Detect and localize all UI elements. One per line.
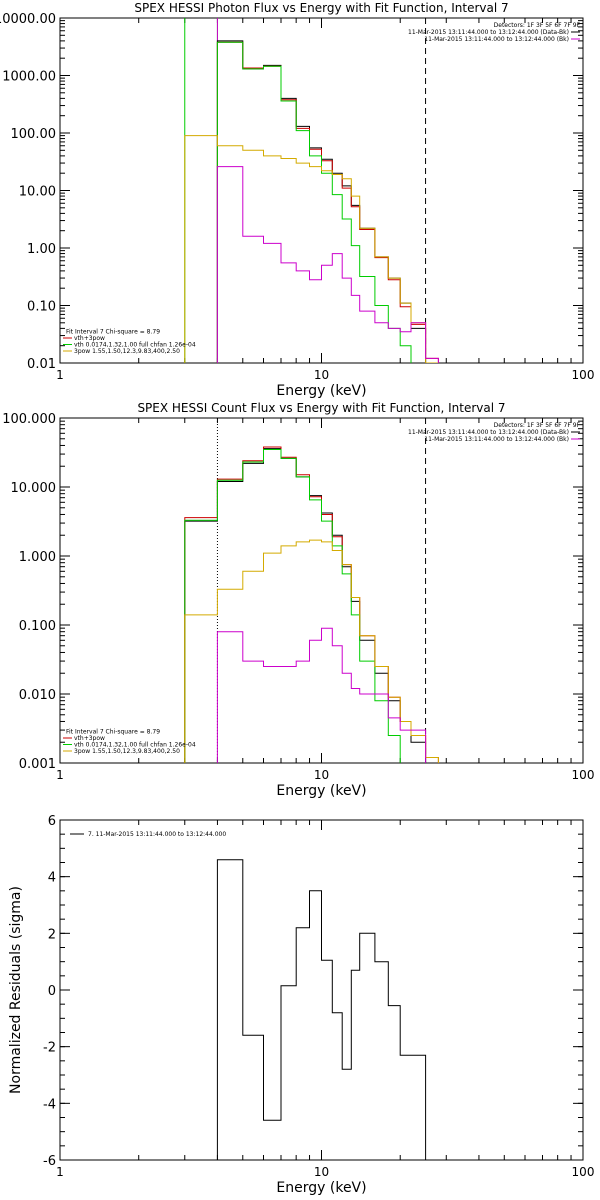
chart-title: SPEX HESSI Photon Flux vs Energy with Fi… [134,1,508,15]
y-tick-label: 0.10 [27,300,56,315]
y-tick-label: 0.010 [19,688,56,703]
x-tick-label: 10 [314,768,329,782]
series-residual-line [216,859,427,1160]
y-tick-label: 10.00 [19,185,56,200]
plot-frame [59,17,584,364]
series-data-bk-line [216,40,427,363]
y-tick-label: -6 [43,1154,56,1169]
y-tick-label: 10000.00 [0,12,56,27]
x-tick-label: 1 [56,368,64,382]
y-axis-label: Normalized Residuals (sigma) [8,886,24,1094]
series-vth-line [184,449,401,763]
x-tick-label: 1 [56,1165,64,1179]
legend-entry: Detectors: 1F 3F 5F 6F 7F 9F [494,22,581,29]
legend-entry: 3pow 1.55,1.50,12.3,9.83,400,2.50 [74,348,180,355]
x-tick-label: 10 [314,1165,329,1179]
legend-entry: 11-Mar-2015 13:11:44.000 to 13:12:44.000… [408,429,569,436]
x-tick-label: 10 [314,368,329,382]
y-tick-label: 100.000 [2,412,56,427]
series-3pow-line [184,135,439,363]
legend-entry: 11-Mar-2015 13:11:44.000 to 13:12:44.000… [424,436,569,443]
series-bk-line [216,166,439,363]
chart-panel-1: SPEX HESSI Photon Flux vs Energy with Fi… [0,1,594,399]
legend-entry: 11-Mar-2015 13:11:44.000 to 13:12:44.000… [408,29,569,36]
y-tick-label: -4 [43,1097,56,1112]
y-tick-label: 1000.00 [2,70,56,85]
data-series-group [216,859,427,1160]
legend-entry: Fit Interval 7 Chi-square = 8.79 [66,729,160,736]
y-tick-label: 0 [48,984,56,999]
x-tick-label: 100 [572,768,595,782]
series-3pow-line [184,539,439,763]
y-tick-label: 6 [48,814,56,829]
y-tick-label: 0.001 [19,757,56,772]
y-tick-label: 10.000 [11,481,57,496]
series-vth-3pow-line [216,41,439,363]
legend-entry: 7. 11-Mar-2015 13:11:44.000 to 13:12:44.… [88,831,226,838]
legend-entry: vth+3pow [74,335,105,342]
legend-entry: vth 0.0174,1.32,1.00 full chfan 1.26e-04 [74,742,196,749]
chart-panel-2: SPEX HESSI Count Flux vs Energy with Fit… [2,401,594,799]
x-tick-label: 100 [572,368,595,382]
plot-frame [59,819,584,1161]
data-series-group [184,446,439,763]
series-vth-line [216,41,412,363]
x-axis-label: Energy (keV) [276,383,366,399]
y-tick-label: 4 [48,871,56,886]
series-bk-line [216,627,427,763]
y-tick-label: 100.00 [11,127,57,142]
y-tick-label: 1.000 [19,550,56,565]
legend-entry: 3pow 1.55,1.50,12.3,9.83,400,2.50 [74,748,180,755]
plot-frame [59,417,584,764]
y-tick-label: 0.01 [27,357,56,372]
legend-entry: 11-Mar-2015 13:11:44.000 to 13:12:44.000… [424,36,569,43]
legend-entry: Fit Interval 7 Chi-square = 8.79 [66,329,160,336]
legend-entry: vth 0.0174,1.32,1.00 full chfan 1.26e-04 [74,342,196,349]
x-axis-label: Energy (keV) [276,783,366,799]
chart-title: SPEX HESSI Count Flux vs Energy with Fit… [137,401,505,415]
y-tick-label: 0.100 [19,619,56,634]
x-tick-label: 1 [56,768,64,782]
legend-entry: Detectors: 1F 3F 5F 6F 7F 9F [494,422,581,429]
y-tick-label: 1.00 [27,242,56,257]
y-tick-label: 2 [48,927,56,942]
data-series-group [184,40,439,363]
x-tick-label: 100 [572,1165,595,1179]
y-tick-label: -2 [43,1041,56,1056]
x-axis-label: Energy (keV) [276,1180,366,1196]
chart-panel-3: 1 10 100 6 4 2 0 -2 -4 -6 Energy (keV) Normalized R… [8,814,594,1196]
legend-entry: vth+3pow [74,735,105,742]
